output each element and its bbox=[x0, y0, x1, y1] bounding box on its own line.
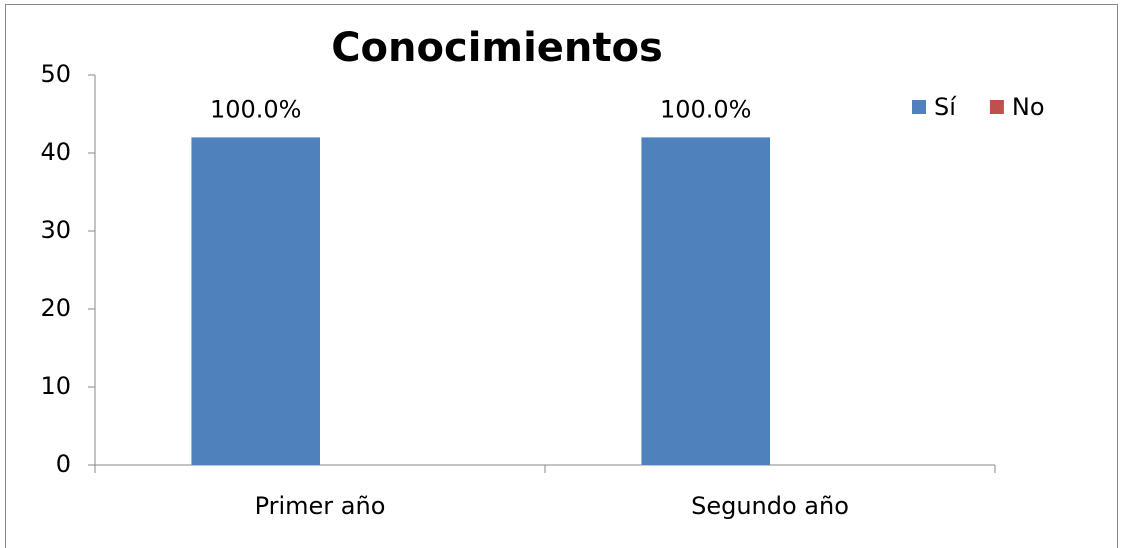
legend-label: Sí bbox=[934, 93, 957, 121]
value-label: 100.0% bbox=[210, 95, 302, 123]
legend-swatch bbox=[912, 100, 926, 114]
chart-frame bbox=[5, 4, 1118, 548]
y-tick-label: 0 bbox=[56, 450, 71, 478]
x-tick-label: Primer año bbox=[255, 492, 386, 520]
bar bbox=[191, 137, 320, 465]
legend-swatch bbox=[989, 100, 1004, 114]
x-tick-label: Segundo año bbox=[691, 492, 849, 520]
y-tick-label: 20 bbox=[40, 294, 71, 322]
y-tick-label: 10 bbox=[40, 372, 71, 400]
bar bbox=[641, 137, 770, 465]
y-tick-label: 40 bbox=[40, 138, 71, 166]
value-label: 100.0% bbox=[660, 95, 752, 123]
legend-label: No bbox=[1012, 93, 1045, 121]
chart-title: Conocimientos bbox=[331, 25, 663, 71]
y-tick-label: 30 bbox=[40, 216, 71, 244]
y-tick-label: 50 bbox=[40, 60, 71, 88]
